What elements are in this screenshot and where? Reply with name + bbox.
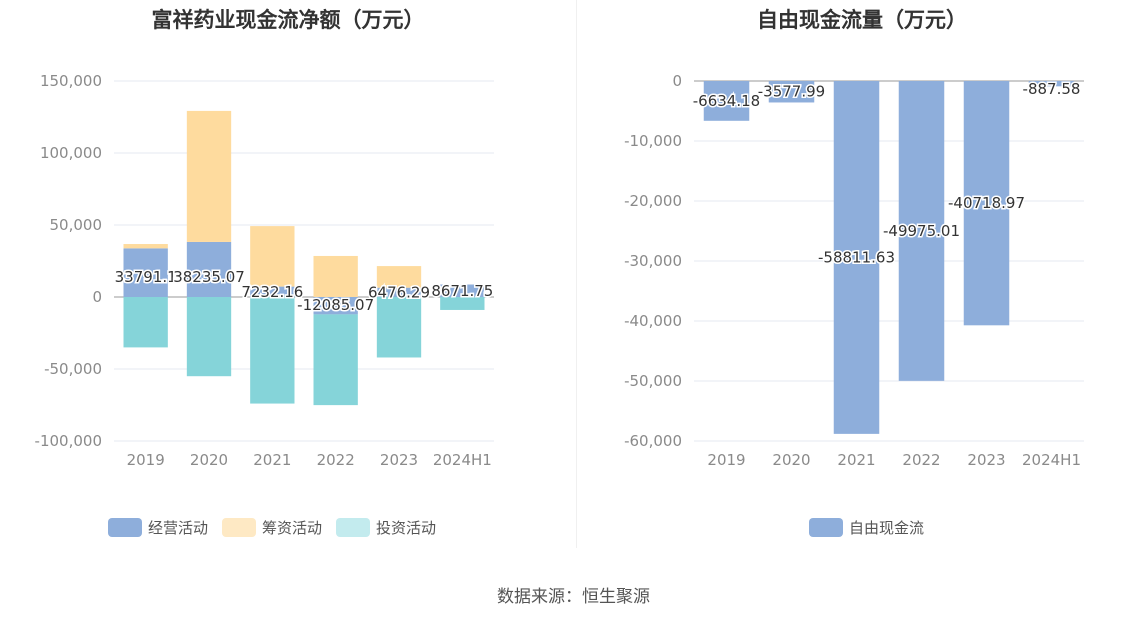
- legend-item-financing[interactable]: 筹资活动: [222, 517, 322, 538]
- bar-segment: [186, 297, 232, 377]
- bar-segment: [313, 297, 358, 315]
- x-tick-label: 2024H1: [433, 451, 492, 469]
- legend-swatch-fcf: [809, 518, 843, 537]
- data-label: -40718.97: [948, 194, 1025, 212]
- bar-segment: [123, 248, 168, 297]
- cashflow-net-chart: 富祥药业现金流净额（万元） 150,000 100,000 50,000 0 -50,0…: [0, 0, 576, 560]
- x-tick-label: 2021: [837, 451, 875, 469]
- legend-item-investing[interactable]: 投资活动: [336, 517, 436, 538]
- cashflow-net-plot: 150,000 100,000 50,000 0 -50,000 -100,000 2019…: [35, 72, 495, 469]
- y-tick-label: -40,000: [624, 312, 682, 330]
- legend-swatch-financing: [222, 518, 257, 537]
- bar: [768, 81, 815, 103]
- x-tick-label: 2021: [253, 451, 291, 469]
- bar: [833, 81, 880, 434]
- x-tick-label: 2023: [967, 451, 1005, 469]
- y-tick-label: -50,000: [44, 360, 102, 378]
- data-label: -6634.18: [693, 92, 760, 110]
- bar-segment: [376, 266, 422, 288]
- data-label: 6476.29: [368, 283, 430, 301]
- y-tick-label: -10,000: [624, 132, 682, 150]
- bar: [703, 81, 750, 121]
- y-tick-label: 150,000: [40, 72, 102, 90]
- bar-segment: [440, 297, 485, 310]
- data-label: 8671.75: [431, 282, 493, 300]
- bar-segment: [250, 286, 295, 297]
- bar-segment: [440, 284, 485, 297]
- legend-label-investing: 投资活动: [376, 519, 437, 537]
- x-tick-label: 2020: [190, 451, 228, 469]
- data-label: -887.58: [1023, 80, 1081, 98]
- legend-swatch-operating: [108, 518, 142, 537]
- x-tick-label: 2019: [707, 451, 745, 469]
- legend-item-fcf[interactable]: 自由现金流: [809, 517, 924, 538]
- bar-segment: [123, 297, 168, 348]
- bar-segment: [250, 297, 295, 404]
- free-cashflow-plot: 0 -10,000 -20,000 -30,000 -40,000 -50,000 -60,…: [624, 72, 1084, 469]
- legend: 自由现金流: [809, 517, 938, 538]
- bar-segment: [376, 297, 422, 358]
- y-tick-label: -30,000: [624, 252, 682, 270]
- y-tick-label: 50,000: [50, 216, 103, 234]
- x-tick-label: 2019: [127, 451, 165, 469]
- legend-label-fcf: 自由现金流: [849, 519, 925, 537]
- panel-divider: [576, 0, 577, 548]
- y-tick-label: -20,000: [624, 192, 682, 210]
- chart-title: 自由现金流量（万元）: [757, 8, 967, 32]
- bar-segment: [376, 287, 422, 297]
- data-label: 33791.1: [115, 268, 177, 286]
- legend: 经营活动 筹资活动 投资活动: [108, 517, 450, 538]
- data-label: -12085.07: [297, 296, 374, 314]
- y-tick-label: -100,000: [35, 432, 102, 450]
- bar-segment: [313, 314, 358, 406]
- bar: [1028, 81, 1075, 87]
- data-source-note: 数据来源：恒生聚源: [497, 587, 650, 607]
- x-tick-label: 2022: [317, 451, 355, 469]
- y-tick-label: -60,000: [624, 432, 682, 450]
- legend-item-operating[interactable]: 经营活动: [108, 517, 208, 538]
- free-cashflow-chart: 自由现金流量（万元） 0 -10,000 -20,000 -30,000 -40,000…: [577, 0, 1147, 560]
- legend-label-operating: 经营活动: [148, 519, 209, 537]
- chart-title: 富祥药业现金流净额（万元）: [151, 8, 425, 32]
- y-tick-label: 0: [92, 288, 102, 306]
- y-tick-label: 100,000: [40, 144, 102, 162]
- x-tick-label: 2020: [772, 451, 810, 469]
- data-label: -49975.01: [883, 222, 960, 240]
- bar-segment: [123, 244, 168, 249]
- bar-segment: [186, 110, 232, 242]
- bar-segment: [313, 255, 358, 297]
- data-label: 7232.16: [241, 283, 303, 301]
- bar: [963, 81, 1010, 326]
- data-label: 38235.07: [173, 268, 245, 286]
- data-label: -3577.99: [758, 83, 825, 101]
- x-tick-label: 2022: [902, 451, 940, 469]
- x-tick-label: 2023: [380, 451, 418, 469]
- bar-segment: [186, 241, 232, 297]
- y-tick-label: -50,000: [624, 372, 682, 390]
- bar-segment: [250, 226, 295, 287]
- y-tick-label: 0: [672, 72, 682, 90]
- data-label: -58811.63: [818, 248, 895, 266]
- legend-label-financing: 筹资活动: [262, 519, 323, 537]
- bar: [898, 81, 945, 381]
- legend-swatch-investing: [336, 518, 371, 537]
- x-tick-label: 2024H1: [1022, 451, 1081, 469]
